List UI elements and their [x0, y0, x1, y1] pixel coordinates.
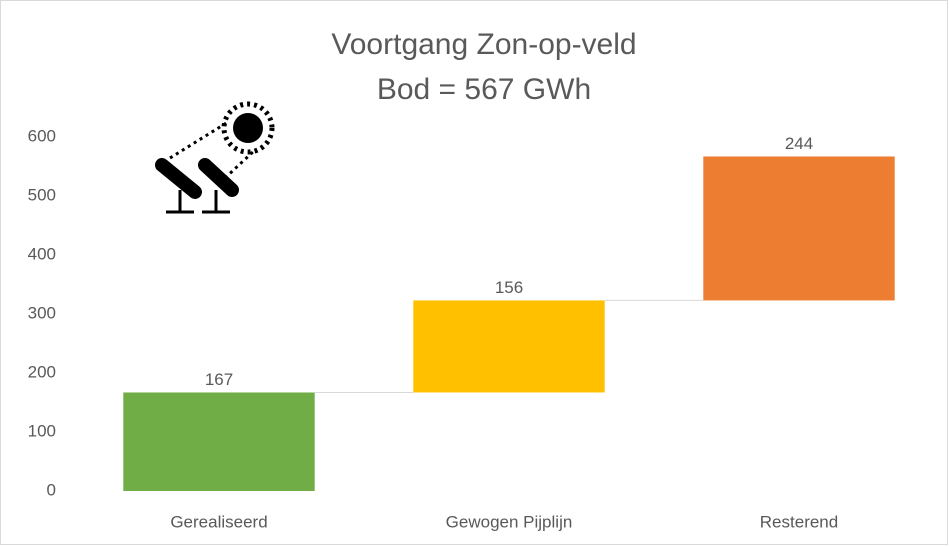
y-tick-label: 200 — [28, 362, 56, 381]
solar-icon — [155, 101, 275, 214]
y-tick-label: 500 — [28, 185, 56, 204]
y-tick-label: 600 — [28, 126, 56, 145]
x-tick-label: Gerealiseerd — [170, 512, 267, 531]
bar — [123, 392, 315, 491]
x-tick-label: Gewogen Pijplijn — [446, 512, 573, 531]
y-tick-label: 400 — [28, 244, 56, 263]
bar — [413, 300, 605, 393]
chart-title: Voortgang Zon-op-veld — [331, 28, 636, 61]
x-tick-label: Resterend — [760, 512, 838, 531]
chart-subtitle: Bod = 567 GWh — [377, 73, 591, 106]
data-label: 167 — [205, 370, 233, 389]
y-tick-label: 0 — [47, 480, 56, 499]
y-tick-label: 300 — [28, 303, 56, 322]
data-label: 156 — [495, 278, 523, 297]
bar — [703, 156, 895, 301]
y-tick-label: 100 — [28, 421, 56, 440]
data-label: 244 — [785, 134, 813, 153]
